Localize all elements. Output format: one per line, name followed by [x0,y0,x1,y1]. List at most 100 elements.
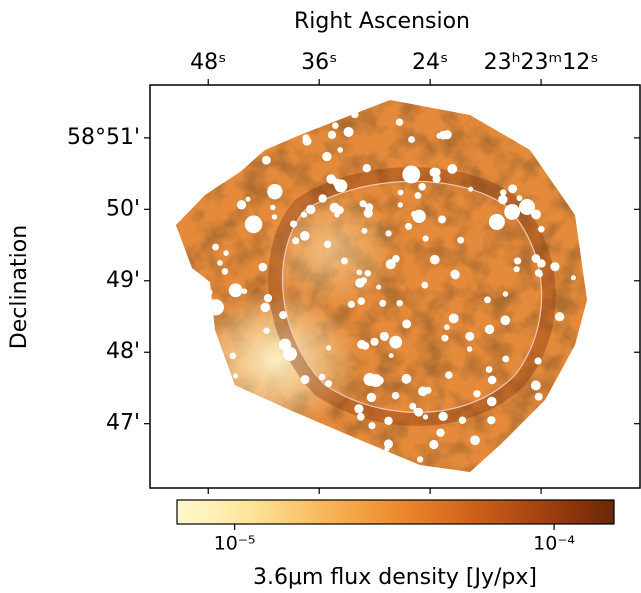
masked-star [550,262,560,272]
masked-star [271,214,278,220]
y-tick-label: 47' [106,411,140,436]
masked-star [421,281,429,289]
masked-star [267,183,283,200]
masked-star [537,259,546,268]
masked-star [299,230,310,241]
masked-star [245,196,251,202]
masked-star [324,440,334,450]
masked-star [409,402,417,410]
masked-star [468,186,474,192]
masked-star [232,373,239,379]
masked-star [263,327,270,334]
masked-star [487,416,496,425]
masked-star [323,240,332,248]
x-tick-label: 36ˢ [301,50,337,75]
masked-star [447,164,458,174]
masked-star [365,203,374,212]
masked-star [414,192,422,199]
masked-star [221,268,229,275]
masked-star [241,288,248,295]
masked-star [473,390,481,398]
masked-star [335,206,344,215]
masked-star [384,416,393,426]
masked-star [431,167,441,177]
masked-star [485,366,493,373]
masked-star [270,204,276,211]
masked-star [340,257,348,265]
x-tick-label: 23ʰ23ᵐ12ˢ [484,50,599,75]
masked-star [305,204,316,215]
masked-star [412,209,426,224]
masked-star [534,269,543,277]
masked-star [432,175,441,184]
masked-star [347,300,355,308]
masked-star [370,337,379,346]
masked-star [383,439,394,449]
image [176,100,587,472]
masked-star [534,357,542,365]
masked-star [397,189,404,196]
masked-star [530,380,541,391]
masked-star [555,312,565,322]
masked-star [376,284,382,290]
x-axis-label: Right Ascension [294,9,470,34]
masked-star [385,259,396,270]
masked-star [228,283,243,298]
masked-star [405,222,413,230]
masked-star [402,165,421,184]
masked-star [337,147,344,153]
masked-star [442,130,452,140]
masked-star [331,437,339,444]
masked-star [379,331,390,341]
masked-star [513,257,522,265]
masked-star [292,237,300,245]
masked-star [570,275,576,281]
masked-star [343,126,354,137]
masked-star [375,376,384,385]
masked-star [513,266,520,273]
masked-star [484,324,495,335]
masked-star [389,335,403,349]
masked-star [300,375,310,385]
masked-star [445,371,453,379]
masked-star [391,391,400,400]
masked-star [458,416,467,424]
masked-star [444,324,450,331]
masked-star [504,204,521,220]
masked-star [263,294,273,303]
masked-star [360,277,368,284]
masked-star [422,235,429,242]
masked-star [397,202,404,208]
masked-star [531,209,541,220]
masked-star [357,297,366,305]
masked-star [384,446,390,452]
masked-star [354,443,363,451]
masked-star [500,189,507,196]
masked-star [325,380,333,388]
masked-star [438,411,448,421]
masked-star [388,353,394,359]
masked-star [416,456,424,463]
masked-star [279,310,288,320]
masked-star [212,243,219,251]
masked-star [438,215,446,224]
x-tick-label: 48ˢ [190,50,226,75]
masked-star [203,287,213,298]
masked-star [318,373,326,381]
colorbar-tick-label: 10⁻⁵ [214,533,256,555]
masked-star [466,346,473,352]
masked-star [334,179,348,193]
masked-star [418,386,428,397]
masked-star [223,250,229,256]
masked-star [395,118,404,126]
masked-star [502,355,510,363]
masked-star [207,299,224,316]
masked-star [500,315,511,326]
masked-star [356,269,363,276]
masked-star [418,182,426,191]
masked-star [401,373,412,384]
masked-star [260,302,270,313]
masked-star [361,227,368,234]
masked-star [436,428,445,437]
